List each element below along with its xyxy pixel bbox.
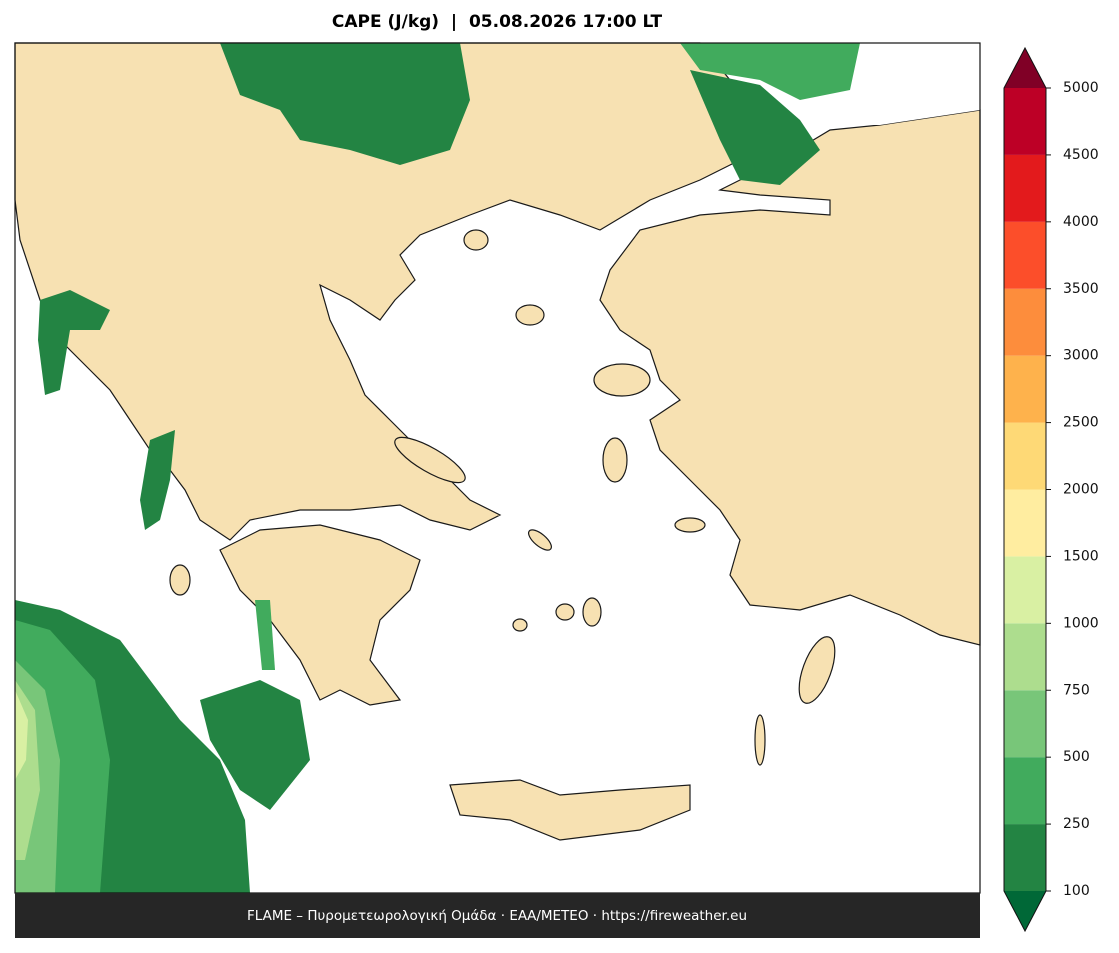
lesvos <box>593 363 651 397</box>
island <box>528 529 552 551</box>
cape-area <box>255 600 275 670</box>
karpathos <box>754 714 766 766</box>
colorbar: 100 250 500 750 1000 1500 2000 2500 3000 3500 4000… <box>1003 46 1099 933</box>
colorbar-over <box>1004 48 1046 88</box>
colorbar-tick-label: 3000 <box>1063 348 1099 364</box>
colorbar-tick-label: 4000 <box>1063 214 1099 230</box>
island <box>512 618 528 632</box>
colorbar-tick-label: 5000 <box>1063 80 1099 96</box>
cape-area <box>690 70 820 185</box>
crete <box>449 779 691 841</box>
colorbar-segment <box>1004 422 1046 490</box>
colorbar-segment <box>1004 556 1046 624</box>
colorbar-tick-label: 2500 <box>1063 415 1099 431</box>
colorbar-segment <box>1004 221 1046 289</box>
balkans-mainland <box>14 42 802 541</box>
island <box>555 603 575 621</box>
colorbar-tick-label: 750 <box>1063 682 1090 698</box>
colorbar-tick-label: 1500 <box>1063 548 1099 564</box>
colorbar-tick-label: 3500 <box>1063 281 1099 297</box>
cape-area <box>15 690 28 780</box>
island <box>674 517 706 533</box>
thasos <box>463 229 489 251</box>
chios <box>602 437 628 483</box>
colorbar-tick-label: 4500 <box>1063 147 1099 163</box>
peloponnese <box>219 524 421 706</box>
colorbar-segment <box>1004 88 1046 155</box>
island <box>169 564 191 596</box>
footer-bar <box>15 893 980 938</box>
colorbar-tick-label: 100 <box>1063 883 1090 899</box>
colorbar-segment <box>1004 690 1046 758</box>
cape-area <box>200 680 310 810</box>
colorbar-tick-label: 2000 <box>1063 482 1099 498</box>
colorbar-under <box>1004 891 1046 931</box>
colorbar-segment <box>1004 623 1046 691</box>
colorbar-tick-label: 1000 <box>1063 615 1099 631</box>
turkey <box>599 109 981 646</box>
colorbar-segment <box>1004 154 1046 222</box>
island <box>582 597 602 627</box>
euboea <box>394 436 466 484</box>
lemnos <box>515 304 545 326</box>
cape-area <box>38 290 110 395</box>
map-title: CAPE (J/kg) | 05.08.2026 17:00 LT <box>332 12 663 32</box>
cape-area <box>140 430 175 530</box>
colorbar-segment <box>1004 757 1046 825</box>
colorbar-segment <box>1004 288 1046 356</box>
colorbar-segment <box>1004 355 1046 423</box>
map <box>14 42 981 894</box>
colorbar-tick-label: 250 <box>1063 816 1090 832</box>
rhodes <box>798 636 836 704</box>
cape-area <box>220 43 470 165</box>
colorbar-segment <box>1004 824 1046 891</box>
cape-area <box>680 43 860 100</box>
colorbar-segment <box>1004 489 1046 557</box>
colorbar-tick-label: 500 <box>1063 749 1090 765</box>
footer-text: FLAME – Πυρομετεωρολογική Ομάδα · ΕΑΑ/ME… <box>247 908 747 924</box>
